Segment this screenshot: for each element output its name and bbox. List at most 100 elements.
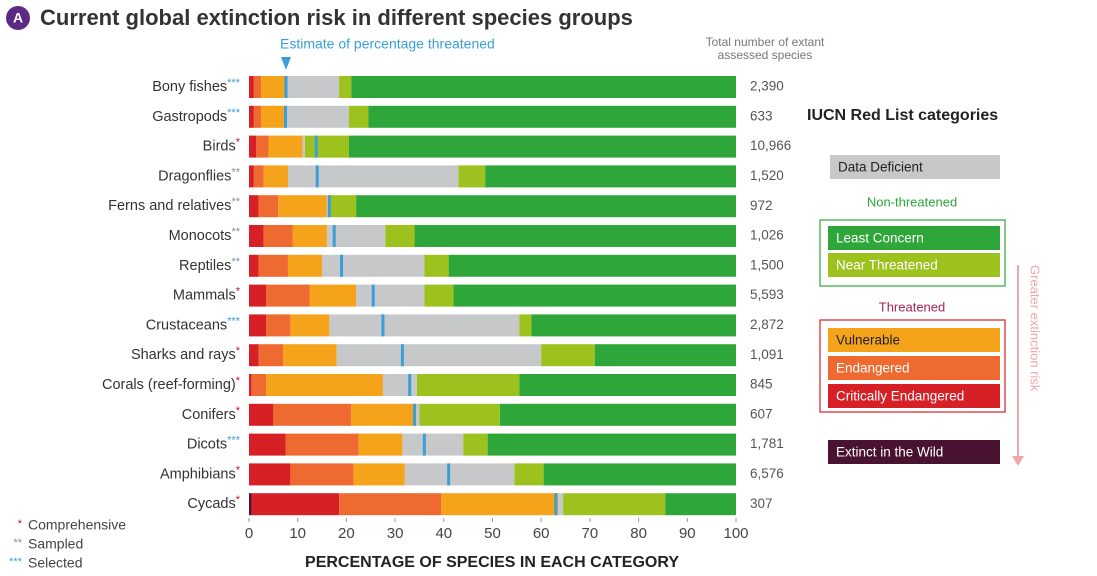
bar-segment — [499, 403, 736, 426]
assessment-mark: *** — [227, 107, 241, 119]
threatened-marker — [381, 314, 385, 337]
bar-segment — [249, 344, 259, 367]
legend-group: Non-threatened — [867, 194, 957, 209]
total-count: 972 — [750, 198, 773, 213]
bar-segment — [382, 374, 418, 396]
category-label: Conifers* — [182, 405, 241, 423]
threatened-marker — [314, 135, 318, 158]
bar-segment — [594, 344, 736, 367]
threatened-marker — [422, 433, 426, 456]
bar-segment — [253, 105, 262, 128]
key-mark: ** — [13, 537, 22, 549]
bar-segment — [268, 135, 303, 158]
bar-segment — [385, 225, 415, 247]
threatened-marker — [400, 344, 404, 367]
category-name: Ferns and relatives — [108, 198, 231, 214]
assessment-mark: * — [236, 464, 241, 476]
category-name: Cycads — [187, 496, 235, 512]
bar-segment — [339, 76, 352, 98]
category-label: Gastropods*** — [152, 107, 241, 125]
category-name: Crustaceans — [146, 317, 227, 333]
category-name: Conifers — [182, 407, 236, 423]
category-name: Corals (reef-forming) — [102, 377, 236, 393]
bar-segment — [251, 374, 267, 396]
legend-swatch — [828, 226, 1000, 250]
bar-segment — [266, 314, 291, 337]
category-label: Corals (reef-forming)* — [102, 375, 241, 393]
bar-segment — [419, 403, 500, 426]
x-tick-label: 40 — [435, 525, 452, 542]
bar-segment — [305, 135, 349, 158]
total-count: 1,026 — [750, 228, 784, 243]
category-name: Bony fishes — [152, 79, 227, 95]
total-count: 607 — [750, 406, 773, 421]
assessment-mark: * — [236, 345, 241, 357]
bar-segment — [249, 284, 267, 307]
category-label: Reptiles** — [179, 256, 241, 274]
x-axis-label: PERCENTAGE OF SPECIES IN EACH CATEGORY — [305, 554, 679, 571]
threatened-marker — [340, 254, 344, 277]
bar-segment — [249, 195, 259, 218]
category-name: Gastropods — [152, 109, 227, 125]
category-label: Dicots*** — [187, 435, 241, 453]
assessment-mark: ** — [231, 166, 240, 178]
key-label: Selected — [28, 555, 82, 571]
key-mark: *** — [9, 556, 23, 568]
legend-title: IUCN Red List categories — [807, 107, 998, 124]
bar-segment — [292, 225, 327, 247]
bar-segment — [283, 344, 337, 367]
bar-segment — [258, 344, 284, 367]
category-name: Dicots — [187, 436, 227, 452]
bar-segment — [261, 105, 286, 128]
legend-label: Near Threatened — [836, 258, 938, 273]
threatened-marker — [371, 284, 375, 307]
assessment-mark: ** — [231, 226, 240, 238]
marker-label: Estimate of percentage threatened — [280, 36, 495, 52]
threatened-marker — [413, 403, 417, 426]
bar-segment — [485, 165, 736, 188]
total-count: 6,576 — [750, 466, 784, 481]
bar-segment — [290, 463, 354, 486]
category-name: Reptiles — [179, 258, 231, 274]
x-tick-label: 0 — [245, 525, 253, 542]
bar-segment — [290, 314, 330, 337]
bar-segment — [326, 225, 386, 247]
legend-swatch — [828, 440, 1000, 464]
bar-segment — [463, 433, 488, 456]
assessment-mark: * — [236, 405, 241, 417]
bar-segment — [249, 76, 254, 98]
legend-label: Data Deficient — [838, 160, 923, 175]
bar-segment — [358, 433, 403, 456]
total-count: 1,500 — [750, 257, 784, 272]
legend-label: Least Concern — [836, 231, 924, 246]
chart-title: Current global extinction risk in differ… — [40, 5, 633, 30]
bar-segment — [261, 76, 286, 98]
total-count: 2,872 — [750, 317, 784, 332]
category-name: Amphibians — [160, 466, 236, 482]
category-label: Ferns and relatives** — [108, 196, 241, 214]
legend-label: Extinct in the Wild — [836, 445, 943, 460]
category-label: Dragonflies** — [158, 166, 241, 184]
assessment-mark: * — [236, 375, 241, 387]
bar-segment — [249, 254, 259, 277]
legend-swatch — [828, 328, 1000, 352]
bar-segment — [351, 403, 415, 426]
total-count: 1,781 — [750, 436, 784, 451]
bar-segment — [253, 165, 264, 188]
assessment-mark: *** — [227, 435, 241, 447]
legend-swatch — [830, 155, 1000, 179]
bar-segment — [249, 493, 252, 516]
total-count: 10,966 — [750, 138, 791, 153]
bar-segment — [249, 225, 264, 247]
assessment-mark: * — [236, 137, 241, 149]
bar-segment — [336, 344, 542, 367]
total-count: 1,091 — [750, 347, 784, 362]
bar-segment — [351, 76, 736, 98]
bar-segment — [263, 225, 293, 247]
panel-label: A — [13, 10, 23, 26]
non-threatened-box — [819, 219, 1006, 287]
category-label: Amphibians* — [160, 464, 241, 482]
bar-segment — [414, 225, 736, 247]
bar-segment — [258, 195, 279, 218]
